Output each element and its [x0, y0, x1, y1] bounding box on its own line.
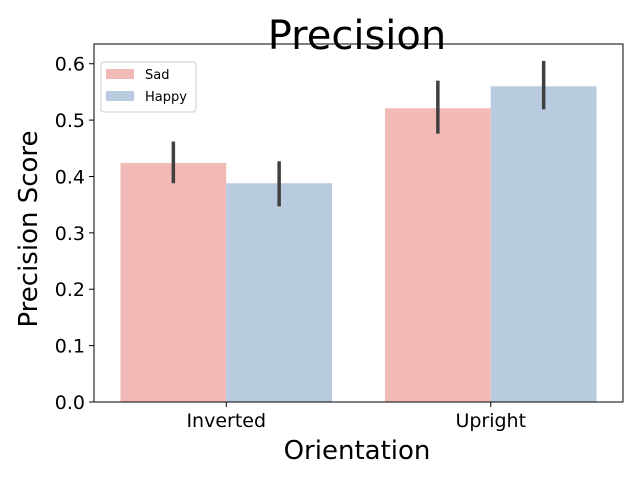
- x-tick-label: Inverted: [186, 410, 266, 432]
- x-axis: Inverted Upright: [186, 402, 526, 432]
- y-tick-label: 0.1: [55, 336, 85, 358]
- chart-title: Precision: [268, 13, 446, 59]
- legend-label-happy: Happy: [145, 90, 187, 105]
- bar-happy-inverted: [226, 183, 333, 402]
- bar-happy-upright: [490, 86, 597, 403]
- legend-label-sad: Sad: [145, 68, 169, 83]
- error-bars-group: [171, 60, 546, 207]
- y-axis: 0.0 0.1 0.2 0.3 0.4 0.5 0.6: [55, 54, 94, 414]
- legend-swatch-happy: [106, 91, 134, 101]
- x-tick-label: Upright: [455, 410, 526, 432]
- y-tick-label: 0.0: [55, 392, 85, 414]
- x-axis-label: Orientation: [284, 436, 431, 466]
- y-tick-label: 0.4: [55, 166, 85, 188]
- bars-group: [120, 86, 597, 403]
- legend: Sad Happy: [100, 61, 197, 113]
- y-axis-label: Precision Score: [14, 130, 44, 327]
- legend-swatch-sad: [106, 69, 134, 79]
- y-tick-label: 0.3: [55, 223, 85, 245]
- y-tick-label: 0.6: [55, 54, 85, 76]
- y-tick-label: 0.2: [55, 279, 85, 301]
- plot-frame: [93, 43, 624, 403]
- bar-sad-inverted: [120, 162, 227, 402]
- y-tick-label: 0.5: [55, 110, 85, 132]
- bar-sad-upright: [384, 108, 491, 402]
